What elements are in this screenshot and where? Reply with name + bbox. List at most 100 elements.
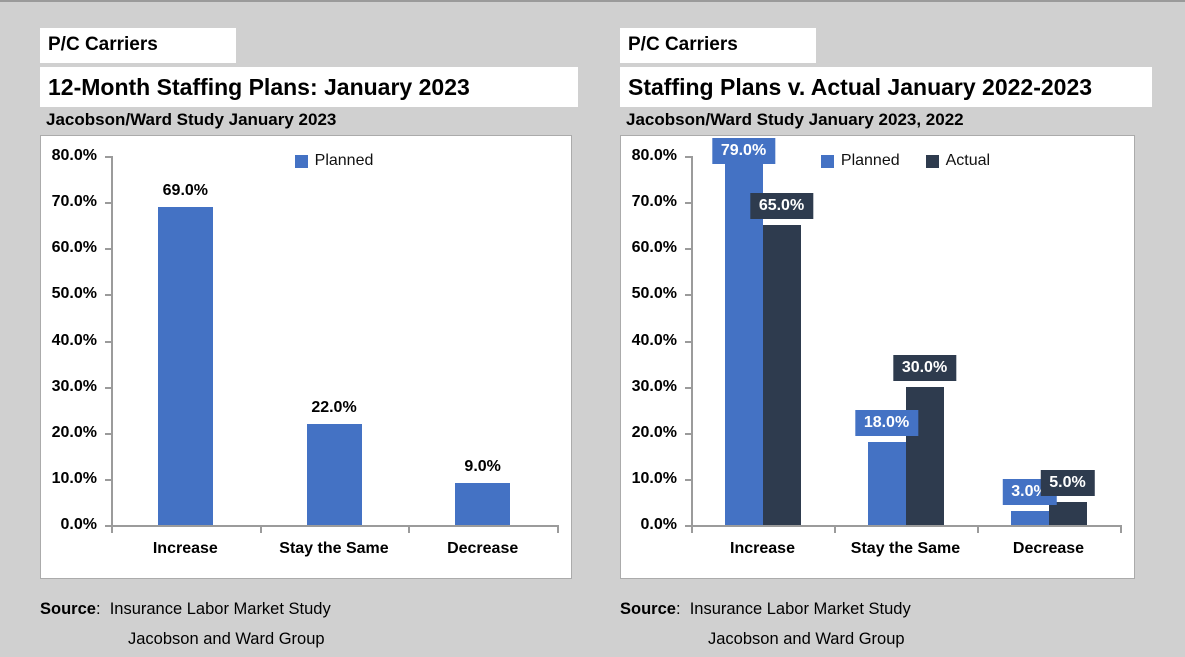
value-label-decrease: 9.0%	[464, 458, 501, 476]
x-tick-mark	[691, 525, 693, 533]
left-chart-panel: P/C Carriers 12-Month Staffing Plans: Ja…	[40, 28, 578, 654]
y-axis-tick-label: 80.0%	[631, 147, 677, 164]
category-label-stay-the-same: Stay the Same	[279, 540, 389, 557]
x-tick-mark	[1120, 525, 1122, 533]
y-axis-tick-label: 30.0%	[631, 377, 677, 395]
bar-planned-stay-the-same	[306, 423, 362, 525]
source-label: Source	[40, 600, 96, 618]
y-axis-line	[111, 156, 113, 525]
right-chart-panel: P/C Carriers Staffing Plans v. Actual Ja…	[620, 28, 1152, 654]
x-tick-mark	[408, 525, 411, 533]
legend: Planned Actual	[691, 152, 1120, 170]
bar-planned-decrease	[1010, 511, 1049, 525]
legend-label-planned: Planned	[840, 152, 900, 169]
y-tick-mark	[685, 248, 691, 251]
bar-actual-decrease	[1048, 501, 1087, 525]
panel-tag: P/C Carriers	[620, 28, 816, 63]
y-tick-mark	[105, 432, 111, 435]
category-label-increase: Increase	[730, 540, 795, 557]
value-label-stay-the-same: 22.0%	[311, 398, 357, 416]
y-tick-mark	[105, 478, 111, 481]
y-tick-mark	[685, 340, 691, 343]
panel-tag: P/C Carriers	[40, 28, 236, 63]
value-label-actual-decrease: 5.0%	[1040, 469, 1095, 496]
y-tick-mark	[685, 156, 691, 158]
legend-item-planned: Planned	[820, 152, 900, 170]
category-label-stay-the-same: Stay the Same	[850, 540, 961, 557]
y-axis-tick-label: 50.0%	[51, 285, 97, 303]
slide-top-edge	[0, 0, 1185, 2]
y-tick-mark	[105, 386, 111, 389]
category-label-decrease: Decrease	[1012, 540, 1085, 557]
value-label-increase: 69.0%	[162, 181, 209, 199]
source-line-1: Source: Insurance Labor Market Study	[620, 594, 1152, 624]
bar-planned-stay-the-same	[867, 441, 906, 525]
y-tick-mark	[685, 525, 691, 527]
y-tick-mark	[685, 478, 691, 481]
x-tick-mark	[557, 525, 559, 533]
legend-item-planned: Planned	[294, 152, 374, 170]
y-axis-tick-label: 10.0%	[51, 469, 97, 487]
legend-swatch-planned-icon	[820, 155, 834, 168]
value-label-planned-stay-the-same: 18.0%	[854, 409, 919, 436]
staffing-plans-chart: 0.0% 10.0% 20.0% 30.0% 40.0% 50.0% 60.0% 70.0% 8…	[40, 135, 572, 579]
y-axis-tick-label: 0.0%	[640, 516, 677, 533]
y-axis-tick-label: 70.0%	[631, 193, 677, 211]
y-axis-tick-label: 10.0%	[631, 469, 677, 487]
category-label-increase: Increase	[152, 540, 218, 557]
source-note: Source: Insurance Labor Market Study Jac…	[620, 594, 1152, 654]
y-tick-mark	[105, 156, 111, 158]
y-tick-mark	[685, 294, 691, 297]
bar-actual-increase	[762, 225, 801, 525]
y-axis-tick-label: 70.0%	[51, 193, 97, 211]
x-axis-line	[111, 525, 557, 527]
y-axis-tick-label: 80.0%	[51, 147, 97, 164]
plans-vs-actual-chart: 0.0% 10.0% 20.0% 30.0% 40.0% 50.0% 60.0% 70.0% 8…	[620, 135, 1135, 579]
legend-swatch-actual-icon	[925, 155, 939, 168]
panel-subtitle: Jacobson/Ward Study January 2023	[46, 110, 337, 129]
x-axis-line	[691, 525, 1120, 527]
category-label-decrease: Decrease	[447, 540, 519, 557]
y-tick-mark	[105, 340, 111, 343]
y-tick-mark	[105, 202, 111, 205]
panel-title: 12-Month Staffing Plans: January 2023	[40, 67, 578, 107]
y-axis-tick-label: 0.0%	[60, 516, 97, 533]
y-axis-tick-label: 60.0%	[51, 239, 97, 257]
bar-planned-increase	[724, 160, 763, 525]
y-axis-tick-label: 30.0%	[51, 377, 97, 395]
source-text: : Insurance Labor Market Study	[95, 600, 331, 618]
y-tick-mark	[105, 248, 111, 251]
y-axis-tick-label: 20.0%	[51, 423, 97, 441]
legend: Planned	[111, 152, 557, 170]
source-note: Source: Insurance Labor Market Study Jac…	[40, 594, 578, 654]
panel-title: Staffing Plans v. Actual January 2022-20…	[620, 67, 1152, 107]
y-axis-tick-label: 20.0%	[631, 423, 677, 441]
y-axis-tick-label: 40.0%	[51, 331, 97, 349]
source-label: Source	[620, 600, 676, 618]
y-tick-mark	[105, 525, 111, 527]
legend-label-planned: Planned	[314, 152, 374, 169]
y-axis-tick-label: 60.0%	[631, 239, 677, 257]
source-line-2: Jacobson and Ward Group	[708, 630, 905, 648]
y-axis-tick-label: 50.0%	[631, 285, 677, 303]
bar-actual-stay-the-same	[905, 386, 944, 525]
legend-label-actual: Actual	[945, 152, 991, 169]
value-label-actual-stay-the-same: 30.0%	[892, 354, 957, 381]
y-tick-mark	[685, 386, 691, 389]
source-line-1: Source: Insurance Labor Market Study	[40, 594, 578, 624]
source-text: : Insurance Labor Market Study	[675, 600, 911, 618]
y-tick-mark	[685, 432, 691, 435]
y-axis-tick-label: 40.0%	[631, 331, 677, 349]
x-tick-mark	[111, 525, 113, 533]
x-tick-mark	[977, 525, 979, 533]
source-line-2: Jacobson and Ward Group	[128, 630, 325, 648]
value-label-actual-increase: 65.0%	[749, 193, 814, 220]
panel-subtitle: Jacobson/Ward Study January 2023, 2022	[626, 110, 964, 129]
value-label-planned-increase: 79.0%	[711, 138, 776, 164]
y-axis-line	[691, 156, 693, 525]
legend-item-actual: Actual	[925, 152, 991, 170]
bar-planned-decrease	[455, 483, 511, 525]
y-tick-mark	[685, 202, 691, 205]
x-tick-mark	[834, 525, 836, 533]
x-tick-mark	[259, 525, 262, 533]
